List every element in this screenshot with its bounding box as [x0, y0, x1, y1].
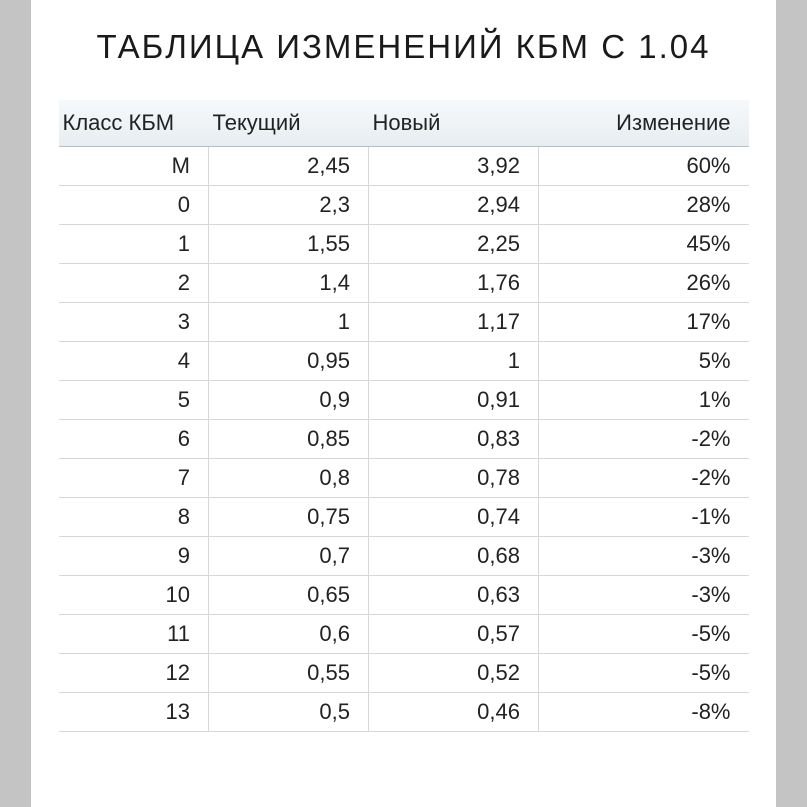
cell-change: -1%	[539, 498, 749, 537]
cell-change: -5%	[539, 615, 749, 654]
cell-new: 0,78	[369, 459, 539, 498]
cell-change: 17%	[539, 303, 749, 342]
kbm-table: Класс КБМ Текущий Новый Изменение М2,453…	[59, 100, 749, 732]
table-row: 21,41,7626%	[59, 264, 749, 303]
cell-change: 45%	[539, 225, 749, 264]
cell-new: 0,57	[369, 615, 539, 654]
cell-change: -3%	[539, 537, 749, 576]
table-row: 130,50,46-8%	[59, 693, 749, 732]
cell-new: 0,46	[369, 693, 539, 732]
cell-new: 2,94	[369, 186, 539, 225]
cell-class: 2	[59, 264, 209, 303]
cell-class: 10	[59, 576, 209, 615]
cell-new: 2,25	[369, 225, 539, 264]
cell-class: 12	[59, 654, 209, 693]
table-row: 110,60,57-5%	[59, 615, 749, 654]
cell-current: 2,3	[209, 186, 369, 225]
cell-new: 1,17	[369, 303, 539, 342]
table-row: 11,552,2545%	[59, 225, 749, 264]
cell-change: 26%	[539, 264, 749, 303]
cell-class: 0	[59, 186, 209, 225]
cell-current: 0,5	[209, 693, 369, 732]
table-header-row: Класс КБМ Текущий Новый Изменение	[59, 100, 749, 147]
cell-current: 0,9	[209, 381, 369, 420]
cell-current: 0,7	[209, 537, 369, 576]
cell-current: 0,85	[209, 420, 369, 459]
cell-current: 2,45	[209, 147, 369, 186]
cell-class: 9	[59, 537, 209, 576]
cell-class: 1	[59, 225, 209, 264]
cell-new: 0,52	[369, 654, 539, 693]
table-row: 40,9515%	[59, 342, 749, 381]
table-row: 90,70,68-3%	[59, 537, 749, 576]
cell-change: -2%	[539, 420, 749, 459]
cell-current: 1	[209, 303, 369, 342]
cell-class: 13	[59, 693, 209, 732]
cell-class: 11	[59, 615, 209, 654]
table-row: 60,850,83-2%	[59, 420, 749, 459]
cell-current: 0,65	[209, 576, 369, 615]
cell-new: 0,74	[369, 498, 539, 537]
cell-change: 5%	[539, 342, 749, 381]
cell-current: 1,55	[209, 225, 369, 264]
cell-new: 0,83	[369, 420, 539, 459]
table-row: 80,750,74-1%	[59, 498, 749, 537]
cell-new: 0,63	[369, 576, 539, 615]
cell-class: 8	[59, 498, 209, 537]
col-header-class: Класс КБМ	[59, 100, 209, 147]
cell-new: 3,92	[369, 147, 539, 186]
cell-current: 0,6	[209, 615, 369, 654]
cell-change: -8%	[539, 693, 749, 732]
col-header-new: Новый	[369, 100, 539, 147]
cell-new: 0,91	[369, 381, 539, 420]
cell-class: 5	[59, 381, 209, 420]
table-row: 02,32,9428%	[59, 186, 749, 225]
table-row: 50,90,911%	[59, 381, 749, 420]
cell-current: 0,75	[209, 498, 369, 537]
col-header-change: Изменение	[539, 100, 749, 147]
table-row: 120,550,52-5%	[59, 654, 749, 693]
cell-change: 1%	[539, 381, 749, 420]
cell-current: 1,4	[209, 264, 369, 303]
cell-change: -5%	[539, 654, 749, 693]
cell-class: М	[59, 147, 209, 186]
table-row: М2,453,9260%	[59, 147, 749, 186]
cell-new: 1	[369, 342, 539, 381]
cell-change: 28%	[539, 186, 749, 225]
cell-class: 4	[59, 342, 209, 381]
table-row: 100,650,63-3%	[59, 576, 749, 615]
cell-change: -2%	[539, 459, 749, 498]
col-header-current: Текущий	[209, 100, 369, 147]
cell-class: 6	[59, 420, 209, 459]
cell-change: 60%	[539, 147, 749, 186]
table-row: 70,80,78-2%	[59, 459, 749, 498]
cell-new: 0,68	[369, 537, 539, 576]
cell-current: 0,95	[209, 342, 369, 381]
cell-current: 0,8	[209, 459, 369, 498]
document-page: ТАБЛИЦА ИЗМЕНЕНИЙ КБМ С 1.04 Класс КБМ Т…	[31, 0, 776, 807]
table-row: 311,1717%	[59, 303, 749, 342]
cell-change: -3%	[539, 576, 749, 615]
cell-current: 0,55	[209, 654, 369, 693]
cell-new: 1,76	[369, 264, 539, 303]
page-title: ТАБЛИЦА ИЗМЕНЕНИЙ КБМ С 1.04	[31, 28, 776, 66]
cell-class: 7	[59, 459, 209, 498]
cell-class: 3	[59, 303, 209, 342]
